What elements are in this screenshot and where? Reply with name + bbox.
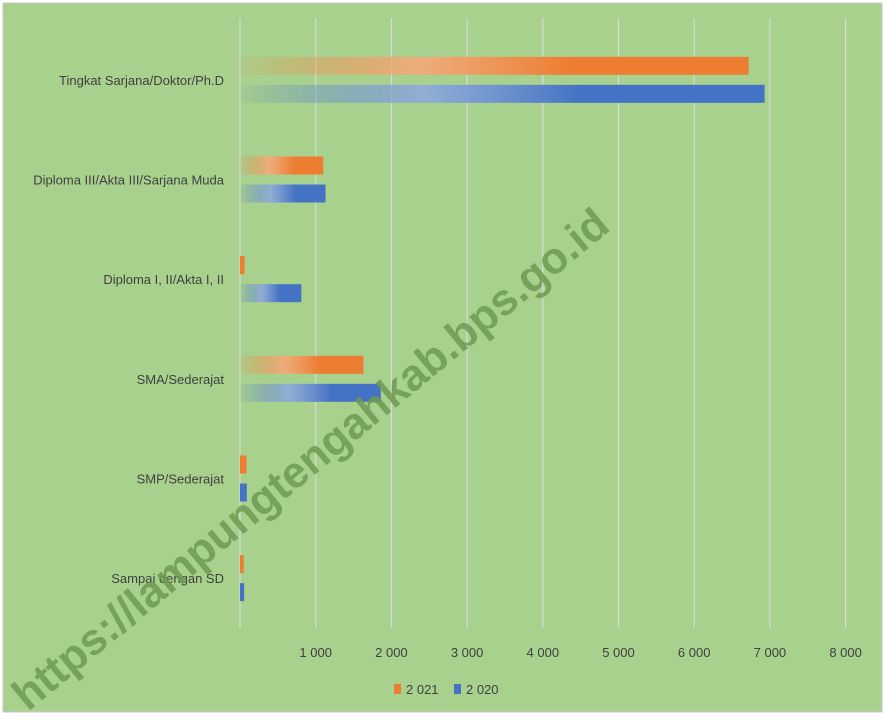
legend: 2 021 2 020 <box>394 682 499 697</box>
bar-2021 <box>240 355 364 374</box>
bar-2020 <box>240 483 247 502</box>
bar-2021 <box>240 256 245 275</box>
x-axis-ticks: 1 000 2 000 3 000 4 000 5 000 6 000 7 000 8 000 <box>299 645 861 660</box>
x-tick-label: 4 000 <box>527 645 560 660</box>
category-label: Diploma III/Akta III/Sarjana Muda <box>33 173 225 188</box>
bar-2020 <box>240 184 326 203</box>
category-label: Diploma I, II/Akta I, II <box>103 272 224 287</box>
bar-2021 <box>240 156 324 175</box>
category-label: Sampai dengan SD <box>111 571 224 586</box>
x-tick-label: 1 000 <box>299 645 332 660</box>
bar-2020 <box>240 84 765 103</box>
bars <box>240 56 765 602</box>
bar-2020 <box>240 583 245 602</box>
legend-label-2020: 2 020 <box>466 682 499 697</box>
x-tick-label: 5 000 <box>602 645 635 660</box>
x-tick-label: 3 000 <box>451 645 484 660</box>
legend-label-2021: 2 021 <box>406 682 439 697</box>
bar-2020 <box>240 284 302 303</box>
x-tick-label: 7 000 <box>754 645 787 660</box>
x-tick-label: 8 000 <box>829 645 862 660</box>
category-label: SMP/Sederajat <box>137 472 225 487</box>
category-label: SMA/Sederajat <box>137 372 225 387</box>
category-label: Tingkat Sarjana/Doktor/Ph.D <box>59 73 224 88</box>
legend-swatch-2020 <box>454 684 461 694</box>
x-tick-label: 6 000 <box>678 645 711 660</box>
gridlines <box>239 18 847 628</box>
x-tick-label: 2 000 <box>375 645 408 660</box>
bar-2021 <box>240 555 244 574</box>
bar-2021 <box>240 56 749 75</box>
category-labels: Tingkat Sarjana/Doktor/Ph.D Diploma III/A… <box>33 73 225 586</box>
bar-2020 <box>240 383 381 402</box>
legend-swatch-2021 <box>394 684 401 694</box>
bar-2021 <box>240 455 247 474</box>
